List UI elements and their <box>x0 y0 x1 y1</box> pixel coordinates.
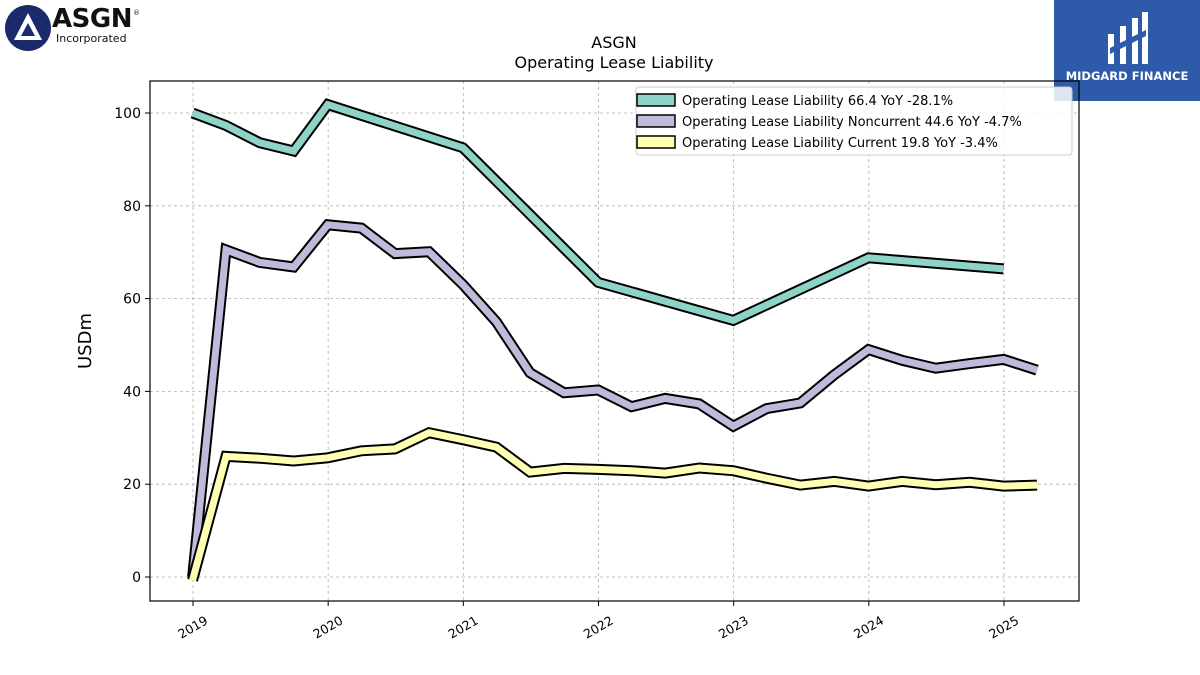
series-2 <box>187 219 1039 578</box>
plot-frame <box>149 80 1080 602</box>
series-line <box>191 100 1004 325</box>
y-tick-label: 20 <box>123 477 141 493</box>
y-axis-label: USDm <box>75 313 96 369</box>
legend-label: Operating Lease Liability Current 19.8 Y… <box>682 136 998 151</box>
asgn-logo-mark-icon <box>5 5 51 51</box>
asgn-logo-sub: Incorporated <box>56 32 127 45</box>
y-ticks: 0 20 40 60 80 100 <box>114 106 150 586</box>
x-tick-label: 2022 <box>581 613 616 642</box>
legend-swatch <box>636 93 676 107</box>
series-layer <box>187 98 1039 582</box>
series-3 <box>187 426 1038 582</box>
x-tick-label: 2024 <box>851 613 886 642</box>
y-tick-label: 60 <box>123 292 141 308</box>
x-tick-label: 2020 <box>310 613 345 642</box>
x-tick-label: 2023 <box>716 613 751 642</box>
y-tick-label: 80 <box>123 199 141 215</box>
midgard-finance-logo: MIDGARD FINANCE <box>1054 0 1200 101</box>
series-line-outline <box>187 426 1038 582</box>
y-tick-label: 0 <box>132 570 141 586</box>
legend-swatch <box>636 114 676 128</box>
x-tick-label: 2021 <box>446 613 481 642</box>
x-ticks: 2019 2020 2021 2022 2023 2024 2025 <box>175 601 1021 642</box>
legend-label: Operating Lease Liability Noncurrent 44.… <box>682 115 1022 130</box>
chart-subtitle: Operating Lease Liability <box>514 53 713 72</box>
y-tick-label: 40 <box>123 384 141 400</box>
asgn-logo <box>4 4 144 56</box>
x-tick-label: 2025 <box>986 613 1021 642</box>
legend-label: Operating Lease Liability 66.4 YoY -28.1… <box>682 94 953 109</box>
legend-box <box>635 86 1073 156</box>
series-line <box>189 429 1038 582</box>
chart-title: ASGN <box>591 33 636 52</box>
series-line <box>189 221 1039 578</box>
midgard-logo-text: MIDGARD FINANCE <box>1065 69 1189 83</box>
y-tick-label: 100 <box>114 106 141 122</box>
grid <box>150 81 1079 601</box>
legend-swatch <box>636 135 676 149</box>
series-1 <box>190 98 1005 327</box>
legend: Operating Lease Liability 66.4 YoY -28.1… <box>635 86 1073 156</box>
asgn-logo-name: ASGN <box>52 4 132 34</box>
asgn-logo-registered: ® <box>133 9 140 17</box>
x-tick-label: 2019 <box>175 613 210 642</box>
midgard-logo-mark-icon <box>1108 12 1148 64</box>
